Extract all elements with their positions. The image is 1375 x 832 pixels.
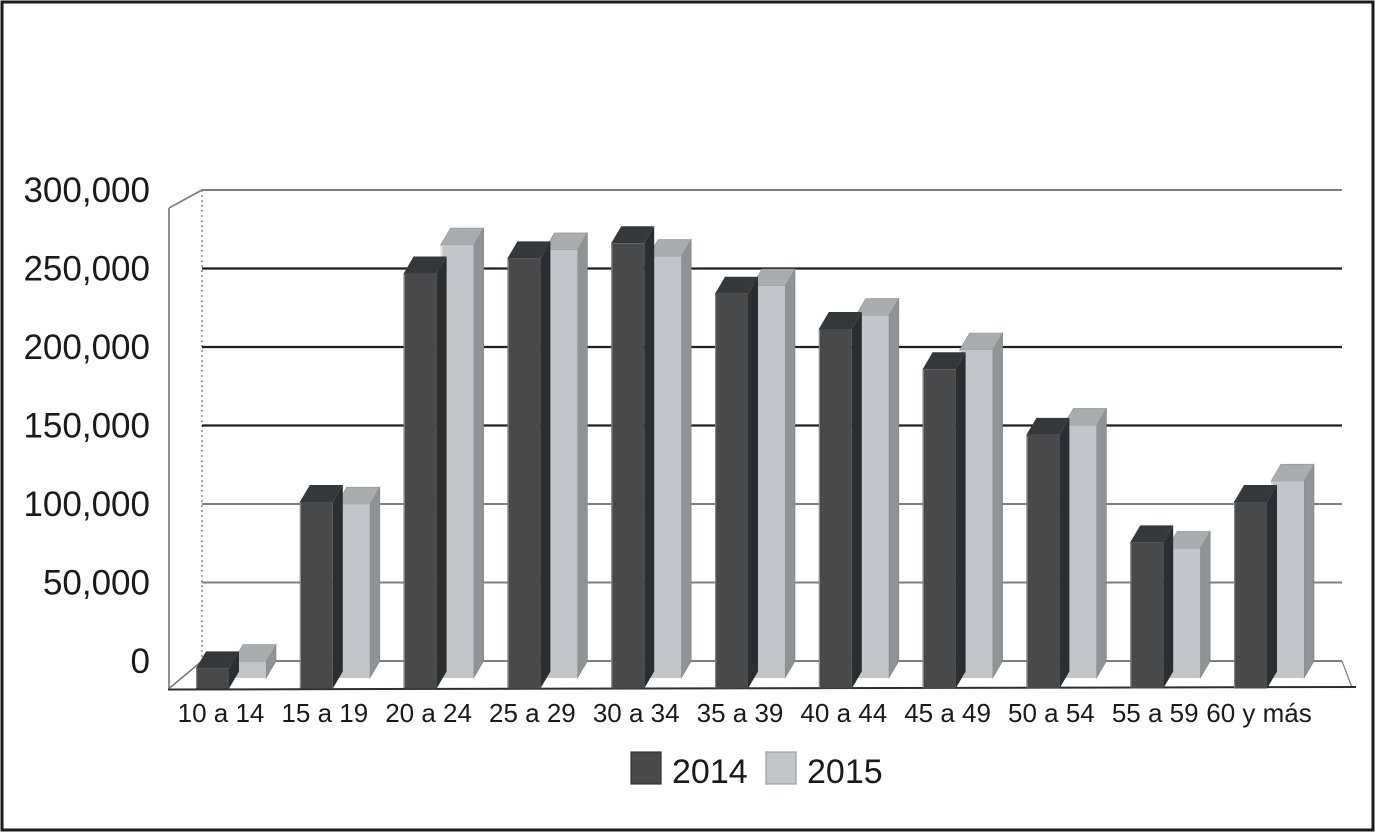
bar-2015-side-face <box>1303 463 1315 680</box>
bar-2014-top-face <box>403 256 447 274</box>
y-axis-tick-label: 100,000 <box>23 485 150 524</box>
bar-2014 <box>1130 542 1164 689</box>
bar-2014-side-face <box>955 352 966 689</box>
y-axis-tick-label: 200,000 <box>23 328 150 367</box>
bar-2014-top-face <box>611 226 655 244</box>
y-axis-tick-label: 50,000 <box>43 564 150 603</box>
bar-2014 <box>507 258 541 689</box>
bar-2014 <box>1026 434 1060 689</box>
bar-2014-side-face <box>851 311 862 689</box>
bar-2014-top-face <box>922 352 966 370</box>
bar-2014 <box>922 369 956 689</box>
bar-2015-side-face <box>1096 407 1107 680</box>
bar-2015-side-face <box>1199 530 1211 680</box>
bar-2014-side-face <box>1059 417 1070 689</box>
bar-2015-side-face <box>784 267 796 680</box>
bar-2014-side-face <box>332 485 343 689</box>
bar-2014-top-face <box>1026 417 1070 435</box>
bar-2014 <box>196 668 229 689</box>
x-axis-category-label: 35 a 39 <box>697 698 784 728</box>
x-axis-category-label: 25 a 29 <box>489 698 576 728</box>
bar-2014-side-face <box>436 256 447 689</box>
floor-right-edge <box>1341 660 1353 688</box>
bar-2014-side-face <box>229 651 239 689</box>
x-axis-category-label: 30 a 34 <box>593 698 680 728</box>
bar-2014 <box>611 243 645 689</box>
bar-2014 <box>299 502 333 689</box>
bar-2014-side-face <box>644 226 655 689</box>
bar-2014-side-face <box>748 276 758 689</box>
y-axis-tick-label: 300,000 <box>23 171 150 210</box>
x-axis-category-label: 40 a 44 <box>800 698 887 728</box>
bar-2014-side-face <box>1163 525 1174 689</box>
bar-2015-side-face <box>577 231 588 680</box>
bar-2014-side-face <box>1267 485 1277 689</box>
x-axis-category-label: 50 a 54 <box>1008 698 1095 728</box>
x-axis-category-label: 20 a 24 <box>385 698 472 728</box>
x-axis-category-label: 60 y más <box>1206 698 1312 728</box>
bar-2014-top-face <box>715 276 758 294</box>
bar-2015-side-face <box>473 226 484 680</box>
legend-label-2015: 2015 <box>807 753 883 791</box>
wall-top-edge <box>168 189 203 209</box>
bar-2015-side-face <box>680 238 692 680</box>
bar-2014 <box>403 273 437 689</box>
x-axis-category-label: 55 a 59 <box>1112 698 1199 728</box>
legend-swatch-2014 <box>630 751 662 785</box>
bar-2014-top-face <box>1130 525 1174 543</box>
y-axis-tick-label: 0 <box>131 642 150 681</box>
legend-swatch-2015 <box>765 751 797 785</box>
x-axis-category-label: 45 a 49 <box>904 698 991 728</box>
bar-2014-top-face <box>196 651 239 669</box>
x-axis-category-label: 15 a 19 <box>281 698 368 728</box>
bar-2014-top-face <box>507 241 551 259</box>
bar-2014 <box>1234 502 1267 689</box>
bar-2014-top-face <box>1234 485 1277 503</box>
bar-2015-side-face <box>992 331 1003 680</box>
x-axis-category-label: 10 a 14 <box>178 698 265 728</box>
bar-2015-side-face <box>369 486 381 680</box>
bar-2015 <box>233 661 266 678</box>
y-axis-tick-label: 150,000 <box>23 407 150 446</box>
floor-left-edge <box>168 660 203 690</box>
bar-2014 <box>818 328 852 689</box>
bar-2014 <box>715 293 748 689</box>
y-axis-tick-label: 250,000 <box>23 250 150 289</box>
bar-2014-top-face <box>299 485 343 503</box>
bar-2014-top-face <box>818 311 862 329</box>
bar-2014-side-face <box>540 241 551 689</box>
bar-2015-side-face <box>888 297 900 680</box>
legend-label-2014: 2014 <box>672 753 748 791</box>
